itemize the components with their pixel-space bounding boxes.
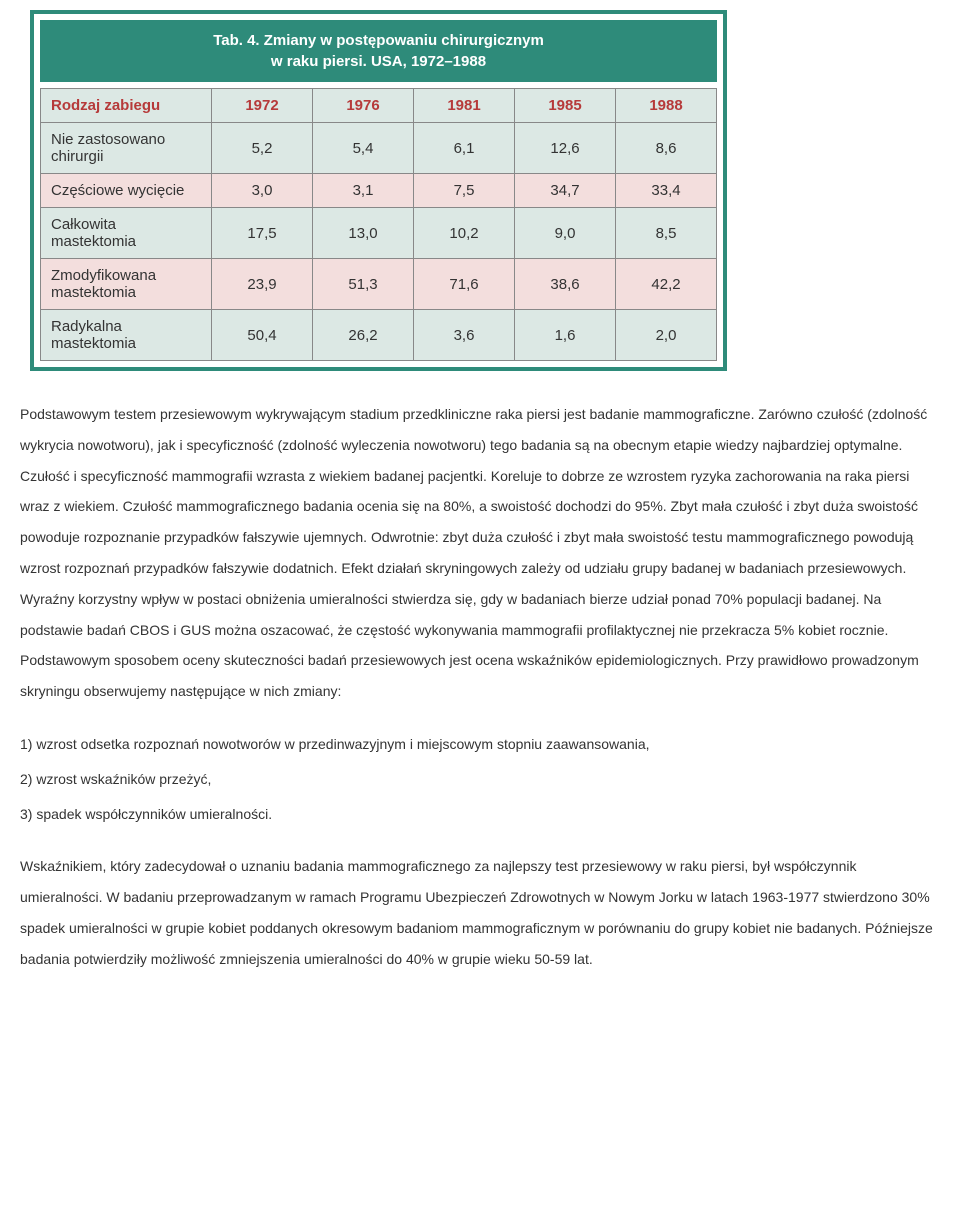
list-item-1: 1) wzrost odsetka rozpoznań nowotworów w… xyxy=(20,729,940,760)
col-header: 1981 xyxy=(414,89,515,123)
cell-value: 8,5 xyxy=(616,208,717,259)
cell-value: 3,6 xyxy=(414,310,515,361)
cell-value: 2,0 xyxy=(616,310,717,361)
cell-value: 26,2 xyxy=(313,310,414,361)
body-text: Podstawowym testem przesiewowym wykrywaj… xyxy=(20,399,940,975)
col-header: 1976 xyxy=(313,89,414,123)
row-label: Radykalna mastektomia xyxy=(41,310,212,361)
row-label: Nie zastosowano chirurgii xyxy=(41,123,212,174)
row-label: Częściowe wycięcie xyxy=(41,174,212,208)
cell-value: 13,0 xyxy=(313,208,414,259)
table-row: Całkowita mastektomia17,513,010,29,08,5 xyxy=(41,208,717,259)
cell-value: 1,6 xyxy=(515,310,616,361)
cell-value: 33,4 xyxy=(616,174,717,208)
cell-value: 9,0 xyxy=(515,208,616,259)
cell-value: 12,6 xyxy=(515,123,616,174)
cell-value: 3,0 xyxy=(212,174,313,208)
table-title: Tab. 4. Zmiany w postępowaniu chirurgicz… xyxy=(40,20,717,82)
table-title-line1: Tab. 4. Zmiany w postępowaniu chirurgicz… xyxy=(213,32,544,49)
table-header-row: Rodzaj zabiegu 1972 1976 1981 1985 1988 xyxy=(41,89,717,123)
cell-value: 6,1 xyxy=(414,123,515,174)
table-row: Radykalna mastektomia50,426,23,61,62,0 xyxy=(41,310,717,361)
table-title-line2: w raku piersi. USA, 1972–1988 xyxy=(271,53,486,70)
cell-value: 34,7 xyxy=(515,174,616,208)
table-4: Rodzaj zabiegu 1972 1976 1981 1985 1988 … xyxy=(40,88,717,361)
col-header: 1988 xyxy=(616,89,717,123)
col-header: 1972 xyxy=(212,89,313,123)
table-body: Nie zastosowano chirurgii5,25,46,112,68,… xyxy=(41,123,717,361)
table-row: Zmodyfikowana mastektomia23,951,371,638,… xyxy=(41,259,717,310)
table-row: Nie zastosowano chirurgii5,25,46,112,68,… xyxy=(41,123,717,174)
table-4-frame: Tab. 4. Zmiany w postępowaniu chirurgicz… xyxy=(30,10,727,371)
cell-value: 38,6 xyxy=(515,259,616,310)
paragraph-2: Wskaźnikiem, który zadecydował o uznaniu… xyxy=(20,851,940,974)
cell-value: 5,4 xyxy=(313,123,414,174)
cell-value: 71,6 xyxy=(414,259,515,310)
cell-value: 5,2 xyxy=(212,123,313,174)
cell-value: 8,6 xyxy=(616,123,717,174)
cell-value: 42,2 xyxy=(616,259,717,310)
cell-value: 10,2 xyxy=(414,208,515,259)
row-label: Zmodyfikowana mastektomia xyxy=(41,259,212,310)
cell-value: 3,1 xyxy=(313,174,414,208)
table-row: Częściowe wycięcie3,03,17,534,733,4 xyxy=(41,174,717,208)
cell-value: 51,3 xyxy=(313,259,414,310)
paragraph-1: Podstawowym testem przesiewowym wykrywaj… xyxy=(20,399,940,707)
cell-value: 17,5 xyxy=(212,208,313,259)
cell-value: 50,4 xyxy=(212,310,313,361)
col-header: Rodzaj zabiegu xyxy=(41,89,212,123)
list-item-2: 2) wzrost wskaźników przeżyć, xyxy=(20,764,940,795)
row-label: Całkowita mastektomia xyxy=(41,208,212,259)
col-header: 1985 xyxy=(515,89,616,123)
cell-value: 7,5 xyxy=(414,174,515,208)
list-item-3: 3) spadek współczynników umieralności. xyxy=(20,799,940,830)
cell-value: 23,9 xyxy=(212,259,313,310)
